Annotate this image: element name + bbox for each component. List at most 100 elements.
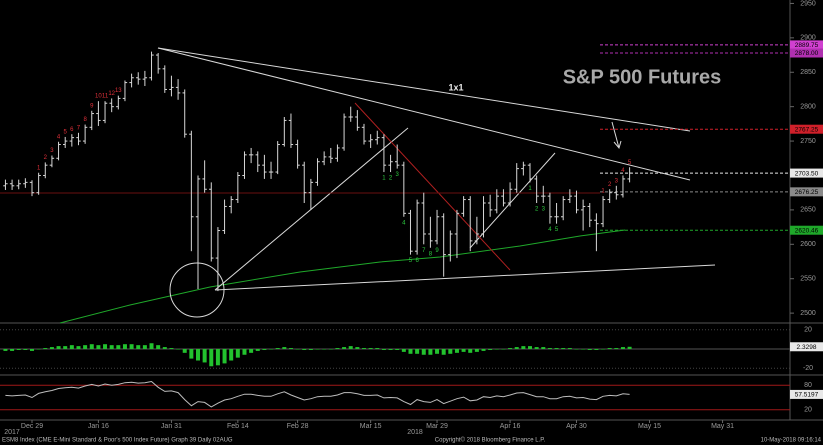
td-sell-count: 6 — [70, 127, 74, 133]
trendline — [157, 47, 691, 181]
macd-bar — [581, 349, 586, 350]
trendline — [354, 102, 511, 271]
macd-bar — [275, 348, 280, 349]
price-tag-label: 2878.00 — [795, 50, 819, 57]
x-tick-label: Dec 29 — [21, 423, 43, 430]
trendline — [214, 127, 409, 291]
macd-bar — [122, 344, 127, 349]
y-tick-label: 2650 — [800, 207, 816, 214]
macd-bar — [461, 349, 466, 352]
macd-bar — [189, 349, 194, 359]
macd-bar — [255, 349, 260, 351]
td-sell-count: 10 — [95, 94, 102, 100]
td-buy-count: 9 — [435, 248, 439, 254]
td-buy-count: 4 — [548, 227, 552, 233]
macd-bar — [162, 347, 167, 349]
macd-bar — [129, 344, 134, 349]
annotation: 1x1 — [448, 82, 463, 92]
x-tick-label: Feb 28 — [287, 423, 309, 430]
macd-bar — [69, 345, 74, 349]
x-tick-label: Mar 15 — [360, 423, 382, 430]
td-sell-count: 3 — [50, 148, 54, 154]
macd-bar — [196, 349, 200, 361]
x-tick-label: Jan 31 — [161, 423, 182, 430]
macd-bar — [448, 349, 453, 354]
td-buy-count: 7 — [422, 248, 426, 254]
td-sell-count: 7 — [77, 125, 81, 131]
macd-bar — [362, 348, 366, 349]
td-buy-count: 2 — [389, 176, 393, 182]
macd-bar — [620, 347, 625, 349]
macd-bar — [534, 347, 539, 349]
td-sell-count: 1 — [601, 189, 605, 195]
rsi-line — [5, 380, 630, 408]
y-tick-label: 2500 — [800, 310, 816, 317]
macd-bar — [368, 348, 373, 349]
macd-tick-label: -20 — [803, 365, 813, 372]
macd-bar — [514, 347, 519, 349]
td-sell-count: 9 — [90, 103, 94, 109]
td-buy-count: 5 — [555, 227, 559, 233]
macd-bar — [481, 349, 486, 351]
macd-bar — [521, 346, 526, 349]
td-sell-count: 3 — [615, 178, 619, 184]
td-buy-count: 6 — [415, 258, 419, 264]
footer-center: Copyright© 2018 Bloomberg Finance L.P. — [435, 437, 546, 444]
price-tag — [790, 225, 823, 235]
price-tag — [790, 168, 823, 178]
macd-bar — [149, 343, 154, 349]
price-tag — [790, 40, 823, 50]
price-tag — [790, 48, 823, 58]
macd-bar — [202, 349, 207, 363]
price-tag-label: 2889.75 — [795, 42, 819, 49]
macd-bar — [435, 349, 440, 354]
price-tag — [790, 124, 823, 134]
macd-bar — [43, 348, 48, 349]
td-buy-count: 1 — [528, 186, 532, 192]
y-tick-label: 2850 — [800, 69, 816, 76]
moving-average — [59, 229, 626, 324]
macd-bar — [142, 345, 147, 349]
macd-bar — [96, 345, 101, 349]
macd-bar — [441, 349, 446, 355]
macd-bar — [508, 348, 513, 349]
macd-bar — [282, 347, 287, 349]
td-buy-count: 5 — [409, 258, 413, 264]
macd-bar — [242, 349, 247, 355]
rsi-tag — [790, 389, 823, 399]
td-buy-count: 3 — [396, 172, 400, 178]
trendline — [157, 47, 691, 132]
chart-title: S&P 500 Futures — [563, 66, 722, 88]
macd-bar — [561, 348, 566, 349]
macd-bar — [136, 345, 141, 349]
rsi-tick-label: 80 — [804, 382, 812, 389]
x-tick-label: May 31 — [711, 423, 734, 430]
arrow — [611, 121, 622, 150]
footer-left: ESM8 Index (CME E-Mini Standard & Poor's… — [2, 438, 233, 444]
macd-bar — [408, 349, 413, 354]
macd-tag-label: 2.3298 — [797, 344, 817, 351]
td-buy-count: 8 — [429, 251, 433, 257]
macd-bar — [547, 348, 552, 349]
macd-bar — [574, 349, 579, 350]
x-tick-label: Mar 29 — [426, 423, 448, 430]
td-buy-count: 3 — [542, 207, 546, 213]
price-tag-label: 2620.46 — [795, 227, 819, 234]
y-tick-label: 2750 — [800, 138, 816, 145]
macd-bar — [269, 349, 274, 350]
macd-bar — [328, 349, 333, 350]
macd-bar — [401, 349, 406, 352]
td-sell-count: 8 — [83, 117, 87, 123]
macd-bar — [388, 349, 393, 350]
rsi-tag-label: 57.5197 — [795, 392, 819, 399]
macd-bar — [249, 349, 254, 353]
footer-right: 10-May-2018 09:16:14 — [761, 438, 822, 444]
macd-bar — [322, 349, 327, 350]
macd-bar — [541, 347, 546, 349]
macd-tick-label: 20 — [804, 327, 812, 334]
macd-bar — [63, 346, 68, 349]
macd-bar — [355, 347, 360, 349]
td-buy-count: 2 — [535, 207, 539, 213]
trendline — [469, 152, 556, 249]
